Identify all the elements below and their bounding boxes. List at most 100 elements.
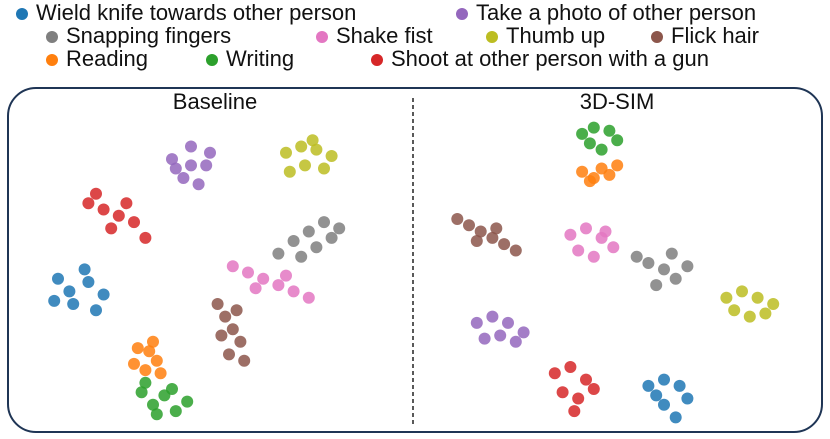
legend-label: Flick hair: [671, 23, 759, 48]
point: [280, 269, 292, 282]
point: [470, 316, 483, 329]
legend-marker: [486, 31, 498, 43]
point: [150, 408, 163, 421]
point: [767, 298, 780, 310]
point: [302, 291, 315, 304]
point: [517, 326, 530, 339]
point: [204, 146, 216, 159]
point: [650, 389, 663, 402]
point: [498, 238, 511, 251]
point: [580, 222, 592, 235]
point: [219, 310, 232, 323]
point: [310, 143, 323, 156]
point: [200, 159, 213, 172]
point: [611, 134, 624, 147]
point: [272, 279, 285, 292]
point: [287, 235, 300, 247]
point: [139, 231, 152, 244]
legend-marker: [46, 54, 58, 66]
point: [669, 411, 682, 424]
point: [669, 272, 682, 285]
point: [139, 376, 152, 389]
point: [166, 383, 178, 396]
point: [177, 172, 190, 184]
point: [759, 307, 772, 320]
point: [67, 298, 80, 310]
point: [82, 197, 95, 210]
point: [548, 367, 561, 380]
point: [272, 247, 285, 260]
point: [166, 153, 178, 166]
point: [630, 250, 643, 263]
legend-marker: [16, 8, 28, 20]
point: [603, 124, 616, 137]
point: [580, 373, 592, 386]
frame: [7, 87, 823, 433]
point: [185, 140, 197, 153]
point: [310, 241, 323, 254]
legend-label: Take a photo of other person: [476, 0, 756, 25]
point: [147, 398, 159, 411]
point: [97, 288, 110, 301]
point: [105, 222, 118, 235]
point: [185, 159, 197, 172]
legend-label: Shoot at other person with a gun: [391, 46, 709, 71]
point: [97, 203, 110, 216]
point: [169, 162, 182, 175]
point: [486, 231, 499, 244]
point: [226, 260, 239, 273]
point: [681, 392, 694, 405]
point: [564, 361, 577, 373]
point: [486, 310, 499, 323]
legend-marker: [206, 54, 218, 66]
point: [463, 219, 475, 232]
point: [333, 222, 346, 235]
legend-label: Wield knife towards other person: [36, 0, 356, 25]
panel-title: Baseline: [173, 89, 257, 114]
legend-label: Thumb up: [506, 23, 605, 48]
point: [478, 332, 491, 345]
point: [112, 209, 125, 222]
point: [736, 285, 748, 298]
point: [90, 187, 102, 200]
point: [295, 140, 308, 153]
point: [192, 178, 205, 191]
point: [595, 143, 608, 156]
point: [147, 335, 159, 348]
point: [306, 134, 319, 147]
point: [509, 335, 522, 348]
legend-label: Writing: [226, 46, 294, 71]
point: [299, 159, 311, 172]
point: [720, 291, 733, 304]
point: [642, 257, 655, 270]
point: [564, 228, 577, 241]
point: [238, 354, 251, 367]
point: [658, 373, 670, 386]
point: [587, 121, 600, 134]
point: [150, 354, 163, 367]
point: [169, 405, 182, 418]
legend-label: Snapping fingers: [66, 23, 231, 48]
point: [728, 304, 741, 317]
point: [502, 316, 514, 329]
point: [82, 275, 95, 288]
point: [587, 250, 600, 263]
legend-label: Shake fist: [336, 23, 433, 48]
point: [658, 398, 670, 411]
point: [681, 260, 694, 273]
point: [48, 294, 61, 307]
legend-marker: [46, 31, 58, 43]
point: [587, 383, 600, 396]
point: [63, 285, 76, 298]
point: [673, 379, 686, 392]
point: [139, 364, 152, 377]
point: [318, 162, 330, 175]
legend-marker: [456, 8, 468, 20]
point: [234, 335, 247, 348]
point: [128, 357, 140, 370]
point: [223, 348, 235, 361]
point: [143, 345, 156, 358]
point: [490, 222, 503, 235]
point: [572, 244, 585, 257]
